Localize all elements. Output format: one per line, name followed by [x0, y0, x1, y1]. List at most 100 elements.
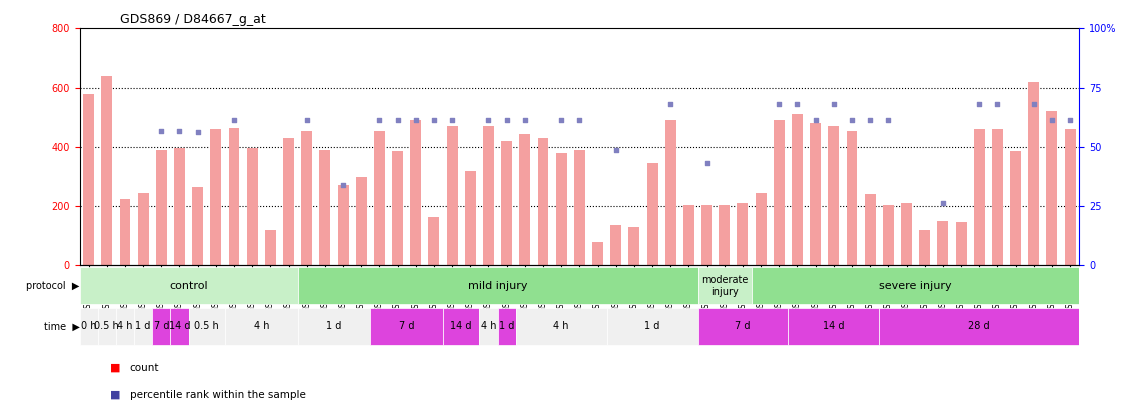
- Point: [1061, 117, 1079, 124]
- Point: [516, 117, 534, 124]
- Bar: [1010, 151, 1021, 265]
- Point: [498, 117, 516, 124]
- Point: [879, 117, 897, 124]
- FancyBboxPatch shape: [152, 308, 170, 345]
- Text: time  ▶: time ▶: [43, 322, 80, 331]
- Text: percentile rank within the sample: percentile rank within the sample: [130, 390, 306, 400]
- Point: [698, 160, 716, 166]
- Point: [334, 182, 352, 189]
- FancyBboxPatch shape: [225, 308, 298, 345]
- Bar: [574, 150, 585, 265]
- Bar: [301, 130, 312, 265]
- Text: severe injury: severe injury: [879, 281, 952, 291]
- Point: [825, 101, 843, 107]
- FancyBboxPatch shape: [98, 308, 116, 345]
- Point: [443, 117, 461, 124]
- Bar: [210, 129, 222, 265]
- FancyBboxPatch shape: [498, 308, 516, 345]
- Text: 1 d: 1 d: [499, 322, 515, 331]
- Bar: [392, 151, 403, 265]
- Text: ■: ■: [109, 363, 120, 373]
- Text: count: count: [130, 363, 159, 373]
- Text: GDS869 / D84667_g_at: GDS869 / D84667_g_at: [119, 13, 266, 26]
- Text: 14 d: 14 d: [824, 322, 844, 331]
- Bar: [319, 150, 331, 265]
- Bar: [247, 148, 258, 265]
- Text: moderate
injury: moderate injury: [701, 275, 749, 296]
- Bar: [701, 205, 712, 265]
- FancyBboxPatch shape: [189, 308, 225, 345]
- Point: [570, 117, 588, 124]
- Bar: [137, 193, 149, 265]
- Point: [843, 117, 861, 124]
- FancyBboxPatch shape: [788, 308, 879, 345]
- Bar: [1046, 111, 1058, 265]
- Bar: [883, 205, 894, 265]
- Text: 14 d: 14 d: [451, 322, 471, 331]
- Bar: [156, 150, 167, 265]
- Bar: [937, 221, 949, 265]
- FancyBboxPatch shape: [698, 267, 752, 304]
- Text: 14 d: 14 d: [169, 322, 190, 331]
- Bar: [174, 148, 185, 265]
- Bar: [792, 114, 803, 265]
- Point: [1043, 117, 1061, 124]
- Bar: [665, 120, 676, 265]
- Bar: [283, 138, 294, 265]
- Text: 0.5 h: 0.5 h: [94, 322, 119, 331]
- Text: 1 d: 1 d: [326, 322, 342, 331]
- Bar: [992, 129, 1003, 265]
- Point: [552, 117, 570, 124]
- Text: 0 h: 0 h: [81, 322, 97, 331]
- Text: 7 d: 7 d: [399, 322, 415, 331]
- Bar: [428, 217, 440, 265]
- Bar: [610, 226, 621, 265]
- Bar: [683, 205, 694, 265]
- Bar: [101, 76, 112, 265]
- FancyBboxPatch shape: [370, 308, 443, 345]
- Bar: [228, 128, 240, 265]
- Text: 4 h: 4 h: [553, 322, 569, 331]
- Text: ■: ■: [109, 390, 120, 400]
- Point: [479, 117, 498, 124]
- FancyBboxPatch shape: [516, 308, 607, 345]
- FancyBboxPatch shape: [443, 308, 479, 345]
- Bar: [919, 230, 930, 265]
- Point: [770, 101, 788, 107]
- Bar: [119, 199, 131, 265]
- Bar: [737, 203, 749, 265]
- Point: [425, 117, 443, 124]
- Text: 1 d: 1 d: [135, 322, 151, 331]
- Bar: [465, 171, 476, 265]
- FancyBboxPatch shape: [134, 308, 152, 345]
- Bar: [864, 194, 876, 265]
- FancyBboxPatch shape: [479, 308, 498, 345]
- Text: 7 d: 7 d: [153, 322, 169, 331]
- Bar: [556, 153, 567, 265]
- Point: [807, 117, 825, 124]
- Text: 0.5 h: 0.5 h: [194, 322, 219, 331]
- Point: [788, 101, 807, 107]
- FancyBboxPatch shape: [80, 308, 98, 345]
- FancyBboxPatch shape: [80, 267, 298, 304]
- Point: [661, 101, 679, 107]
- Point: [370, 117, 389, 124]
- Point: [934, 200, 952, 207]
- Bar: [810, 123, 821, 265]
- Text: 7 d: 7 d: [735, 322, 751, 331]
- FancyBboxPatch shape: [879, 308, 1079, 345]
- Point: [407, 117, 425, 124]
- Bar: [628, 227, 640, 265]
- FancyBboxPatch shape: [116, 308, 134, 345]
- Bar: [483, 126, 494, 265]
- Point: [988, 101, 1006, 107]
- Point: [607, 147, 625, 153]
- Bar: [356, 177, 367, 265]
- Bar: [828, 126, 840, 265]
- Text: 4 h: 4 h: [117, 322, 133, 331]
- Point: [170, 127, 189, 134]
- Bar: [192, 187, 203, 265]
- Bar: [592, 242, 603, 265]
- Bar: [974, 129, 985, 265]
- Point: [861, 117, 879, 124]
